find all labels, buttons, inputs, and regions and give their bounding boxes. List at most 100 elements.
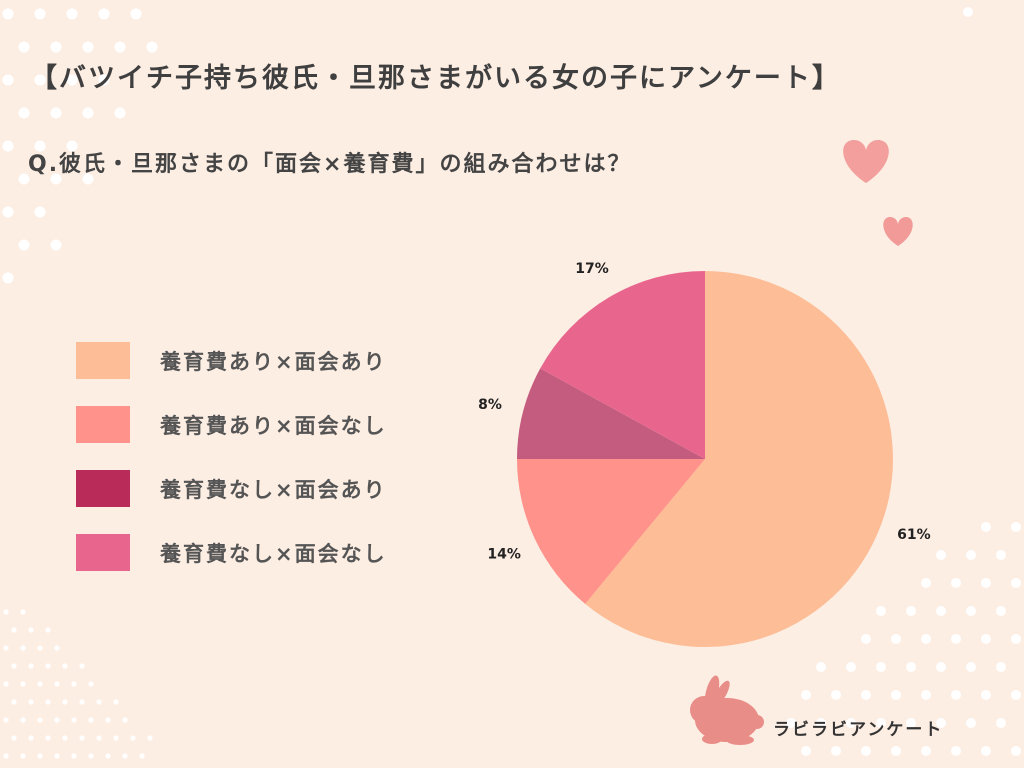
decorative-dot: [54, 717, 60, 723]
decorative-dot: [130, 735, 136, 741]
decorative-dot: [816, 662, 826, 672]
decorative-dot: [996, 662, 1006, 672]
decorative-dot: [921, 634, 931, 644]
decorative-dot: [801, 746, 811, 756]
decorative-dot: [831, 746, 841, 756]
chart-legend: 養育費あり×面会あり 養育費あり×面会なし 養育費なし×面会あり 養育費なし×面…: [76, 342, 387, 598]
decorative-dot: [3, 609, 9, 615]
pie-chart: 61% 14% 8% 17%: [478, 261, 931, 647]
decorative-dot: [139, 753, 145, 759]
legend-swatch: [76, 534, 130, 571]
decorative-dot: [2, 8, 14, 20]
decorative-dot: [831, 690, 841, 700]
decorative-dot: [37, 645, 43, 651]
decorative-dot: [114, 107, 126, 119]
legend-item: 養育費なし×面会なし: [76, 534, 387, 571]
decorative-dot: [876, 606, 886, 616]
decorative-dot: [921, 746, 931, 756]
decorative-dot: [876, 662, 886, 672]
decorative-dot: [82, 173, 94, 185]
rabbit-icon: [690, 675, 764, 745]
decorative-dot: [28, 663, 34, 669]
decorative-dot: [966, 606, 976, 616]
decorative-dot: [54, 753, 60, 759]
decorative-dot: [936, 718, 946, 728]
decorative-dot: [96, 699, 102, 705]
question-text: Q.彼氏・旦那さまの「面会×養育費」の組み合わせは？: [28, 152, 632, 177]
decorative-dot: [37, 681, 43, 687]
decorative-dot: [37, 753, 43, 759]
legend-swatch: [76, 406, 130, 443]
decorative-dot: [79, 735, 85, 741]
decorative-dot: [28, 627, 34, 633]
decorative-dot: [891, 634, 901, 644]
decorative-dot: [45, 699, 51, 705]
decorative-dot: [963, 7, 973, 17]
decorative-dot: [936, 550, 946, 560]
decorative-dot: [981, 578, 991, 588]
decorative-dot: [113, 735, 119, 741]
decorative-dot: [996, 550, 1006, 560]
decorative-dot: [98, 8, 110, 20]
legend-label: 養育費なし×面会あり: [160, 477, 387, 502]
decorative-dot: [981, 746, 991, 756]
decorative-dot: [11, 699, 17, 705]
decorative-dot: [113, 699, 119, 705]
decorative-dot: [20, 753, 26, 759]
decorative-dot: [906, 662, 916, 672]
legend-item: 養育費なし×面会あり: [76, 470, 387, 507]
decorative-dot: [966, 662, 976, 672]
decorative-dot: [50, 239, 62, 251]
decorative-dot: [11, 663, 17, 669]
decorative-dot: [50, 41, 62, 53]
heart-icon: [883, 217, 913, 246]
legend-item: 養育費あり×面会あり: [76, 342, 387, 379]
legend-label: 養育費あり×面会あり: [160, 349, 387, 374]
decorative-dot: [951, 690, 961, 700]
decorative-dot: [34, 206, 46, 218]
decorative-dot: [20, 609, 26, 615]
decorative-dot: [891, 746, 901, 756]
dot-pattern-bottom-left: [3, 609, 153, 759]
decorative-dot: [20, 681, 26, 687]
heart-icon: [843, 140, 889, 183]
decorative-dot: [861, 690, 871, 700]
decorative-dot: [20, 717, 26, 723]
pie-data-label: 8%: [478, 397, 502, 413]
pie-data-label: 61%: [897, 527, 931, 543]
decorative-dot: [3, 753, 9, 759]
decorative-dot: [2, 140, 14, 152]
decorative-dot: [816, 718, 826, 728]
decorative-dot: [936, 662, 946, 672]
decorative-dot: [45, 663, 51, 669]
decorative-dot: [801, 690, 811, 700]
decorative-dot: [71, 753, 77, 759]
decorative-dot: [1011, 690, 1021, 700]
pie-slice: [540, 271, 705, 459]
decorative-dot: [105, 717, 111, 723]
decorative-dot: [34, 74, 46, 86]
decorative-dot: [20, 645, 26, 651]
decorative-dot: [147, 735, 153, 741]
decorative-dot: [861, 634, 871, 644]
decorative-dot: [951, 634, 961, 644]
decorative-dot: [130, 8, 142, 20]
decorative-dot: [3, 645, 9, 651]
decorative-dot: [45, 627, 51, 633]
brand-name: ラビラビアンケート: [773, 720, 944, 740]
decorative-dot: [876, 718, 886, 728]
decorative-dot: [146, 41, 158, 53]
decorative-dot: [96, 735, 102, 741]
decorative-dot: [79, 699, 85, 705]
decorative-dot: [3, 717, 9, 723]
decorative-dot: [28, 735, 34, 741]
decorative-dot: [906, 718, 916, 728]
decorative-dot: [105, 753, 111, 759]
decorative-dot: [45, 735, 51, 741]
decorative-dot: [966, 718, 976, 728]
pie-slice: [517, 459, 705, 604]
decorative-dot: [54, 645, 60, 651]
decorative-dot: [1011, 522, 1021, 532]
decorative-dot: [1011, 578, 1021, 588]
decorative-dot: [921, 690, 931, 700]
